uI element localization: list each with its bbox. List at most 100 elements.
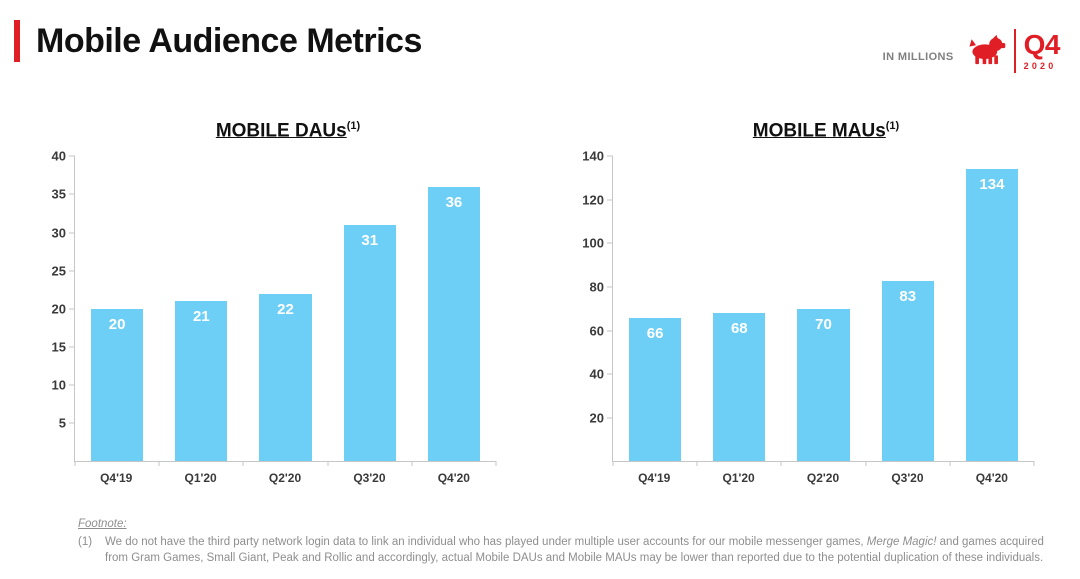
bar-value-label: 36 <box>445 193 463 211</box>
x-axis-category-label: Q4'19 <box>638 471 671 486</box>
bar-value-label: 134 <box>979 176 1005 194</box>
bars-row: 66 68 70 83 134 <box>613 156 1034 462</box>
bar-value-label: 68 <box>730 320 748 338</box>
x-axis-category-label: Q4'20 <box>437 471 470 486</box>
footnote-text-after: and games acquired from Gram Games, Smal… <box>105 536 1044 565</box>
y-axis-tick <box>607 286 613 288</box>
plot-area: 20 40 60 80 100 120 140 66 68 70 83 134 <box>582 149 1035 467</box>
footnote-text-before: We do not have the third party network l… <box>105 536 867 549</box>
chart-title-daus: MOBILE DAUs(1) <box>74 120 502 142</box>
bar-value-label: 22 <box>277 300 294 318</box>
chart-mobile-daus: MOBILE DAUs(1) 5 10 15 20 25 30 35 40 20 21 22 31 36… <box>28 120 502 485</box>
y-axis-tick-label: 25 <box>51 263 66 279</box>
zynga-dog-icon <box>968 26 1006 76</box>
y-axis-tick-label: 60 <box>589 323 604 339</box>
x-axis-labels: Q4'19 Q1'20 Q2'20 Q3'20 Q4'20 <box>612 471 1034 485</box>
x-axis-tick <box>1033 461 1035 467</box>
bar-value-label: 66 <box>646 324 664 342</box>
bar-value-label: 83 <box>899 287 917 305</box>
bar-cell: 21 <box>159 156 243 462</box>
y-axis-tick-label: 120 <box>582 192 604 208</box>
y-axis-tick <box>607 417 613 419</box>
y-axis-tick <box>69 346 75 348</box>
bar-cell: 36 <box>412 156 496 462</box>
footnote-ref: (1) <box>346 120 361 132</box>
bar-Q4'19: 20 <box>91 308 144 462</box>
plot-area: 5 10 15 20 25 30 35 40 20 21 22 31 36 <box>52 149 497 467</box>
y-axis-tick-label: 20 <box>589 410 604 426</box>
y-axis-tick <box>69 384 75 386</box>
bar-cell: 83 <box>866 156 950 462</box>
x-axis-tick <box>612 461 614 467</box>
x-axis-tick <box>158 461 160 467</box>
bar-Q1'20: 21 <box>175 301 228 462</box>
y-axis-tick <box>69 308 75 310</box>
x-axis-tick <box>411 461 413 467</box>
x-axis-tick <box>780 461 782 467</box>
brand-block: IN MILLIONS Q4 2020 <box>882 26 1061 76</box>
y-axis-tick <box>607 330 613 332</box>
chart-title-text: MOBILE MAUs <box>752 120 886 142</box>
y-axis-tick <box>69 422 75 424</box>
x-axis-category-label: Q4'19 <box>100 471 133 486</box>
x-axis-tick <box>242 461 244 467</box>
quarter-badge: Q4 2020 <box>1023 29 1061 71</box>
bar-value-label: 20 <box>108 315 126 333</box>
bar-cell: 22 <box>243 156 327 462</box>
x-axis-category-label: Q2'20 <box>268 471 302 486</box>
y-axis-tick-label: 140 <box>582 148 604 164</box>
y-axis-tick <box>69 232 75 234</box>
y-axis-tick <box>69 193 75 195</box>
bar-chart-maus: 20 40 60 80 100 120 140 66 68 70 83 134 Q4'19 Q1'20 Q2… <box>566 149 1040 485</box>
bar-Q2'20: 22 <box>259 293 312 462</box>
y-axis-tick-label: 15 <box>51 339 66 355</box>
y-axis-tick-label: 20 <box>51 301 66 317</box>
x-axis-category-label: Q1'20 <box>722 471 755 486</box>
bar-cell: 66 <box>613 156 697 462</box>
y-axis-tick-label: 5 <box>58 415 66 431</box>
chart-title-text: MOBILE DAUs <box>215 120 347 142</box>
x-axis-category-label: Q2'20 <box>806 471 840 486</box>
y-axis-tick-label: 10 <box>51 377 66 393</box>
logo-divider <box>1013 29 1016 73</box>
bars-row: 20 21 22 31 36 <box>75 156 496 462</box>
chart-title-maus: MOBILE MAUs(1) <box>612 120 1040 142</box>
bar-Q4'20: 134 <box>965 169 1019 462</box>
slide-header: Mobile Audience Metrics IN MILLIONS <box>0 0 1080 96</box>
y-axis-tick <box>607 155 613 157</box>
x-axis-tick <box>327 461 329 467</box>
title-accent-bar <box>14 20 20 62</box>
bar-cell: 20 <box>75 156 159 462</box>
footnote-text-italic: Merge Magic! <box>866 536 937 549</box>
y-axis-tick-label: 30 <box>51 225 66 241</box>
footnote: Footnote: (1) We do not have the third p… <box>0 517 1080 567</box>
charts-row: MOBILE DAUs(1) 5 10 15 20 25 30 35 40 20 21 22 31 36… <box>0 120 1080 485</box>
footnote-marker: (1) <box>78 536 93 549</box>
x-axis-category-label: Q1'20 <box>184 471 217 486</box>
y-axis-tick <box>69 270 75 272</box>
x-axis-tick <box>696 461 698 467</box>
bar-Q3'20: 31 <box>343 224 396 462</box>
bar-Q4'20: 36 <box>427 186 481 462</box>
y-axis-tick <box>69 155 75 157</box>
y-axis-tick-label: 40 <box>51 148 66 164</box>
x-axis-labels: Q4'19 Q1'20 Q2'20 Q3'20 Q4'20 <box>74 471 496 485</box>
x-axis-category-label: Q3'20 <box>891 471 924 486</box>
bar-cell: 31 <box>328 156 412 462</box>
x-axis-tick <box>74 461 76 467</box>
y-axis-tick-label: 100 <box>582 235 604 251</box>
y-axis-tick-label: 80 <box>589 279 604 295</box>
x-axis-tick <box>865 461 867 467</box>
y-axis-tick-label: 35 <box>51 186 66 202</box>
bar-cell: 68 <box>697 156 781 462</box>
bar-cell: 70 <box>781 156 865 462</box>
x-axis-category-label: Q3'20 <box>353 471 386 486</box>
units-label: IN MILLIONS <box>882 51 954 63</box>
x-axis-tick <box>949 461 951 467</box>
footnote-text: We do not have the third party network l… <box>105 535 1044 567</box>
page-title: Mobile Audience Metrics <box>36 22 422 60</box>
y-axis-tick <box>607 199 613 201</box>
bar-Q1'20: 68 <box>713 313 766 462</box>
quarter-label: Q4 <box>1023 29 1061 60</box>
bar-value-label: 21 <box>192 308 210 326</box>
